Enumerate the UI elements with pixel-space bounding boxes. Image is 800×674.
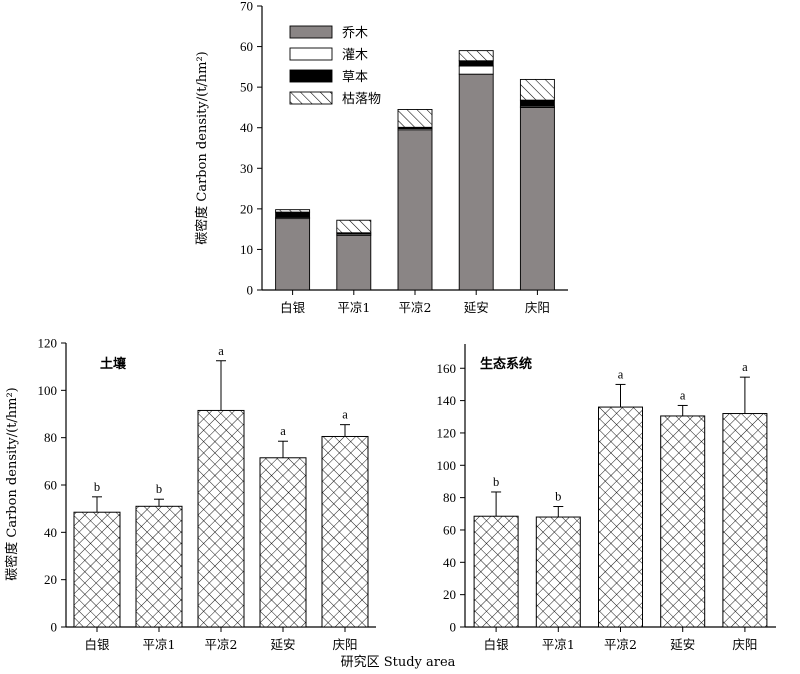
significance-letter: a xyxy=(618,367,624,381)
bar xyxy=(259,457,307,628)
y-tick-label: 60 xyxy=(240,39,253,54)
ecosystem-carbon-chart: 0 20 40 60 80 100 120 140 160 白银 平凉1 平凉2 延安 庆阳 生态系统 b b a… xyxy=(437,344,776,652)
significance-letter: b xyxy=(555,490,561,504)
y-tick-label: 30 xyxy=(240,161,253,176)
bar-segment xyxy=(519,106,555,291)
x-tick-label: 延安 xyxy=(464,300,489,315)
bar-segment xyxy=(275,211,311,218)
y-tick-label: 60 xyxy=(44,478,57,493)
y-tick-label: 40 xyxy=(44,525,57,540)
y-tick-label: 40 xyxy=(443,555,456,570)
y-tick-label: 0 xyxy=(51,620,58,635)
x-tick-label: 延安 xyxy=(670,637,695,652)
significance-letter: a xyxy=(680,388,686,402)
legend-label: 枯落物 xyxy=(342,92,381,107)
y-tick-label: 0 xyxy=(450,620,457,635)
y-tick-label: 20 xyxy=(44,572,57,587)
x-axis-label: 研究区 Study area xyxy=(341,655,456,670)
bar-segment xyxy=(458,65,494,75)
y-tick-label: 80 xyxy=(44,430,57,445)
y-tick-label: 20 xyxy=(240,201,253,216)
y-tick-label: 80 xyxy=(443,490,456,505)
x-tick-label: 平凉2 xyxy=(205,637,238,652)
x-tick-label: 平凉2 xyxy=(399,300,432,315)
significance-letter: a xyxy=(280,424,286,438)
legend-label: 乔木 xyxy=(342,26,368,41)
bar-segment xyxy=(519,78,555,101)
bar-segment xyxy=(336,219,372,234)
bar xyxy=(73,511,121,628)
significance-letter: b xyxy=(493,475,499,489)
y-axis-label-bottom: 碳密度 Carbon density/(t/hm²) xyxy=(4,387,20,581)
y-axis-label-top: 碳密度 Carbon density/(t/hm²) xyxy=(194,51,210,245)
bar-segment xyxy=(519,99,555,107)
bar xyxy=(535,516,581,628)
y-tick-label: 70 xyxy=(240,0,253,14)
bar-segment xyxy=(397,109,433,128)
y-tick-label: 60 xyxy=(443,522,456,537)
bar-segment xyxy=(336,234,372,291)
legend-label: 灌木 xyxy=(342,48,368,63)
significance-letter: a xyxy=(742,360,748,374)
y-tick-label: 0 xyxy=(247,283,254,298)
y-tick-label: 140 xyxy=(437,393,457,408)
bar xyxy=(135,505,183,628)
significance-letter: a xyxy=(342,408,348,422)
x-tick-label: 白银 xyxy=(484,637,510,652)
x-tick-label: 延安 xyxy=(270,637,295,652)
panel-title: 生态系统 xyxy=(480,356,532,372)
bar xyxy=(722,413,768,628)
significance-letter: b xyxy=(94,480,100,494)
significance-letter: a xyxy=(218,344,224,358)
soil-carbon-chart: 0 20 40 60 80 100 120 白银 平凉1 平凉2 延安 庆阳 土壤 b b a a a xyxy=(38,336,376,652)
legend-swatch xyxy=(289,91,333,105)
y-tick-label: 20 xyxy=(443,587,456,602)
x-tick-label: 白银 xyxy=(280,300,306,315)
y-tick-label: 40 xyxy=(240,120,253,135)
x-tick-label: 平凉2 xyxy=(604,637,637,652)
x-tick-label: 白银 xyxy=(84,637,110,652)
legend-label: 草本 xyxy=(342,70,368,85)
bar xyxy=(598,406,643,628)
y-tick-label: 160 xyxy=(437,361,457,376)
bar xyxy=(473,515,519,628)
legend-swatch xyxy=(289,25,333,39)
y-tick-label: 50 xyxy=(240,80,253,95)
legend-swatch xyxy=(289,47,333,61)
x-tick-label: 庆阳 xyxy=(332,637,357,652)
bar-segment xyxy=(275,218,311,291)
y-tick-label: 10 xyxy=(240,242,253,257)
bar xyxy=(321,435,369,628)
x-tick-label: 庆阳 xyxy=(525,300,550,315)
y-tick-label: 100 xyxy=(437,458,457,473)
x-tick-label: 平凉1 xyxy=(337,300,370,315)
bar-segment xyxy=(275,209,311,213)
x-tick-label: 平凉1 xyxy=(143,637,176,652)
y-tick-label: 120 xyxy=(38,336,58,351)
y-tick-label: 100 xyxy=(38,383,58,398)
bar xyxy=(660,415,706,628)
x-tick-label: 平凉1 xyxy=(542,637,575,652)
bar-segment xyxy=(458,60,494,67)
bar xyxy=(197,409,245,628)
significance-letter: b xyxy=(156,482,162,496)
bar-segment xyxy=(458,73,494,291)
y-tick-label: 120 xyxy=(437,425,457,440)
bar-segment xyxy=(397,129,433,291)
x-tick-label: 庆阳 xyxy=(732,637,757,652)
legend-swatch xyxy=(289,69,333,83)
panel-title: 土壤 xyxy=(100,356,127,372)
bar-segment xyxy=(458,50,494,62)
